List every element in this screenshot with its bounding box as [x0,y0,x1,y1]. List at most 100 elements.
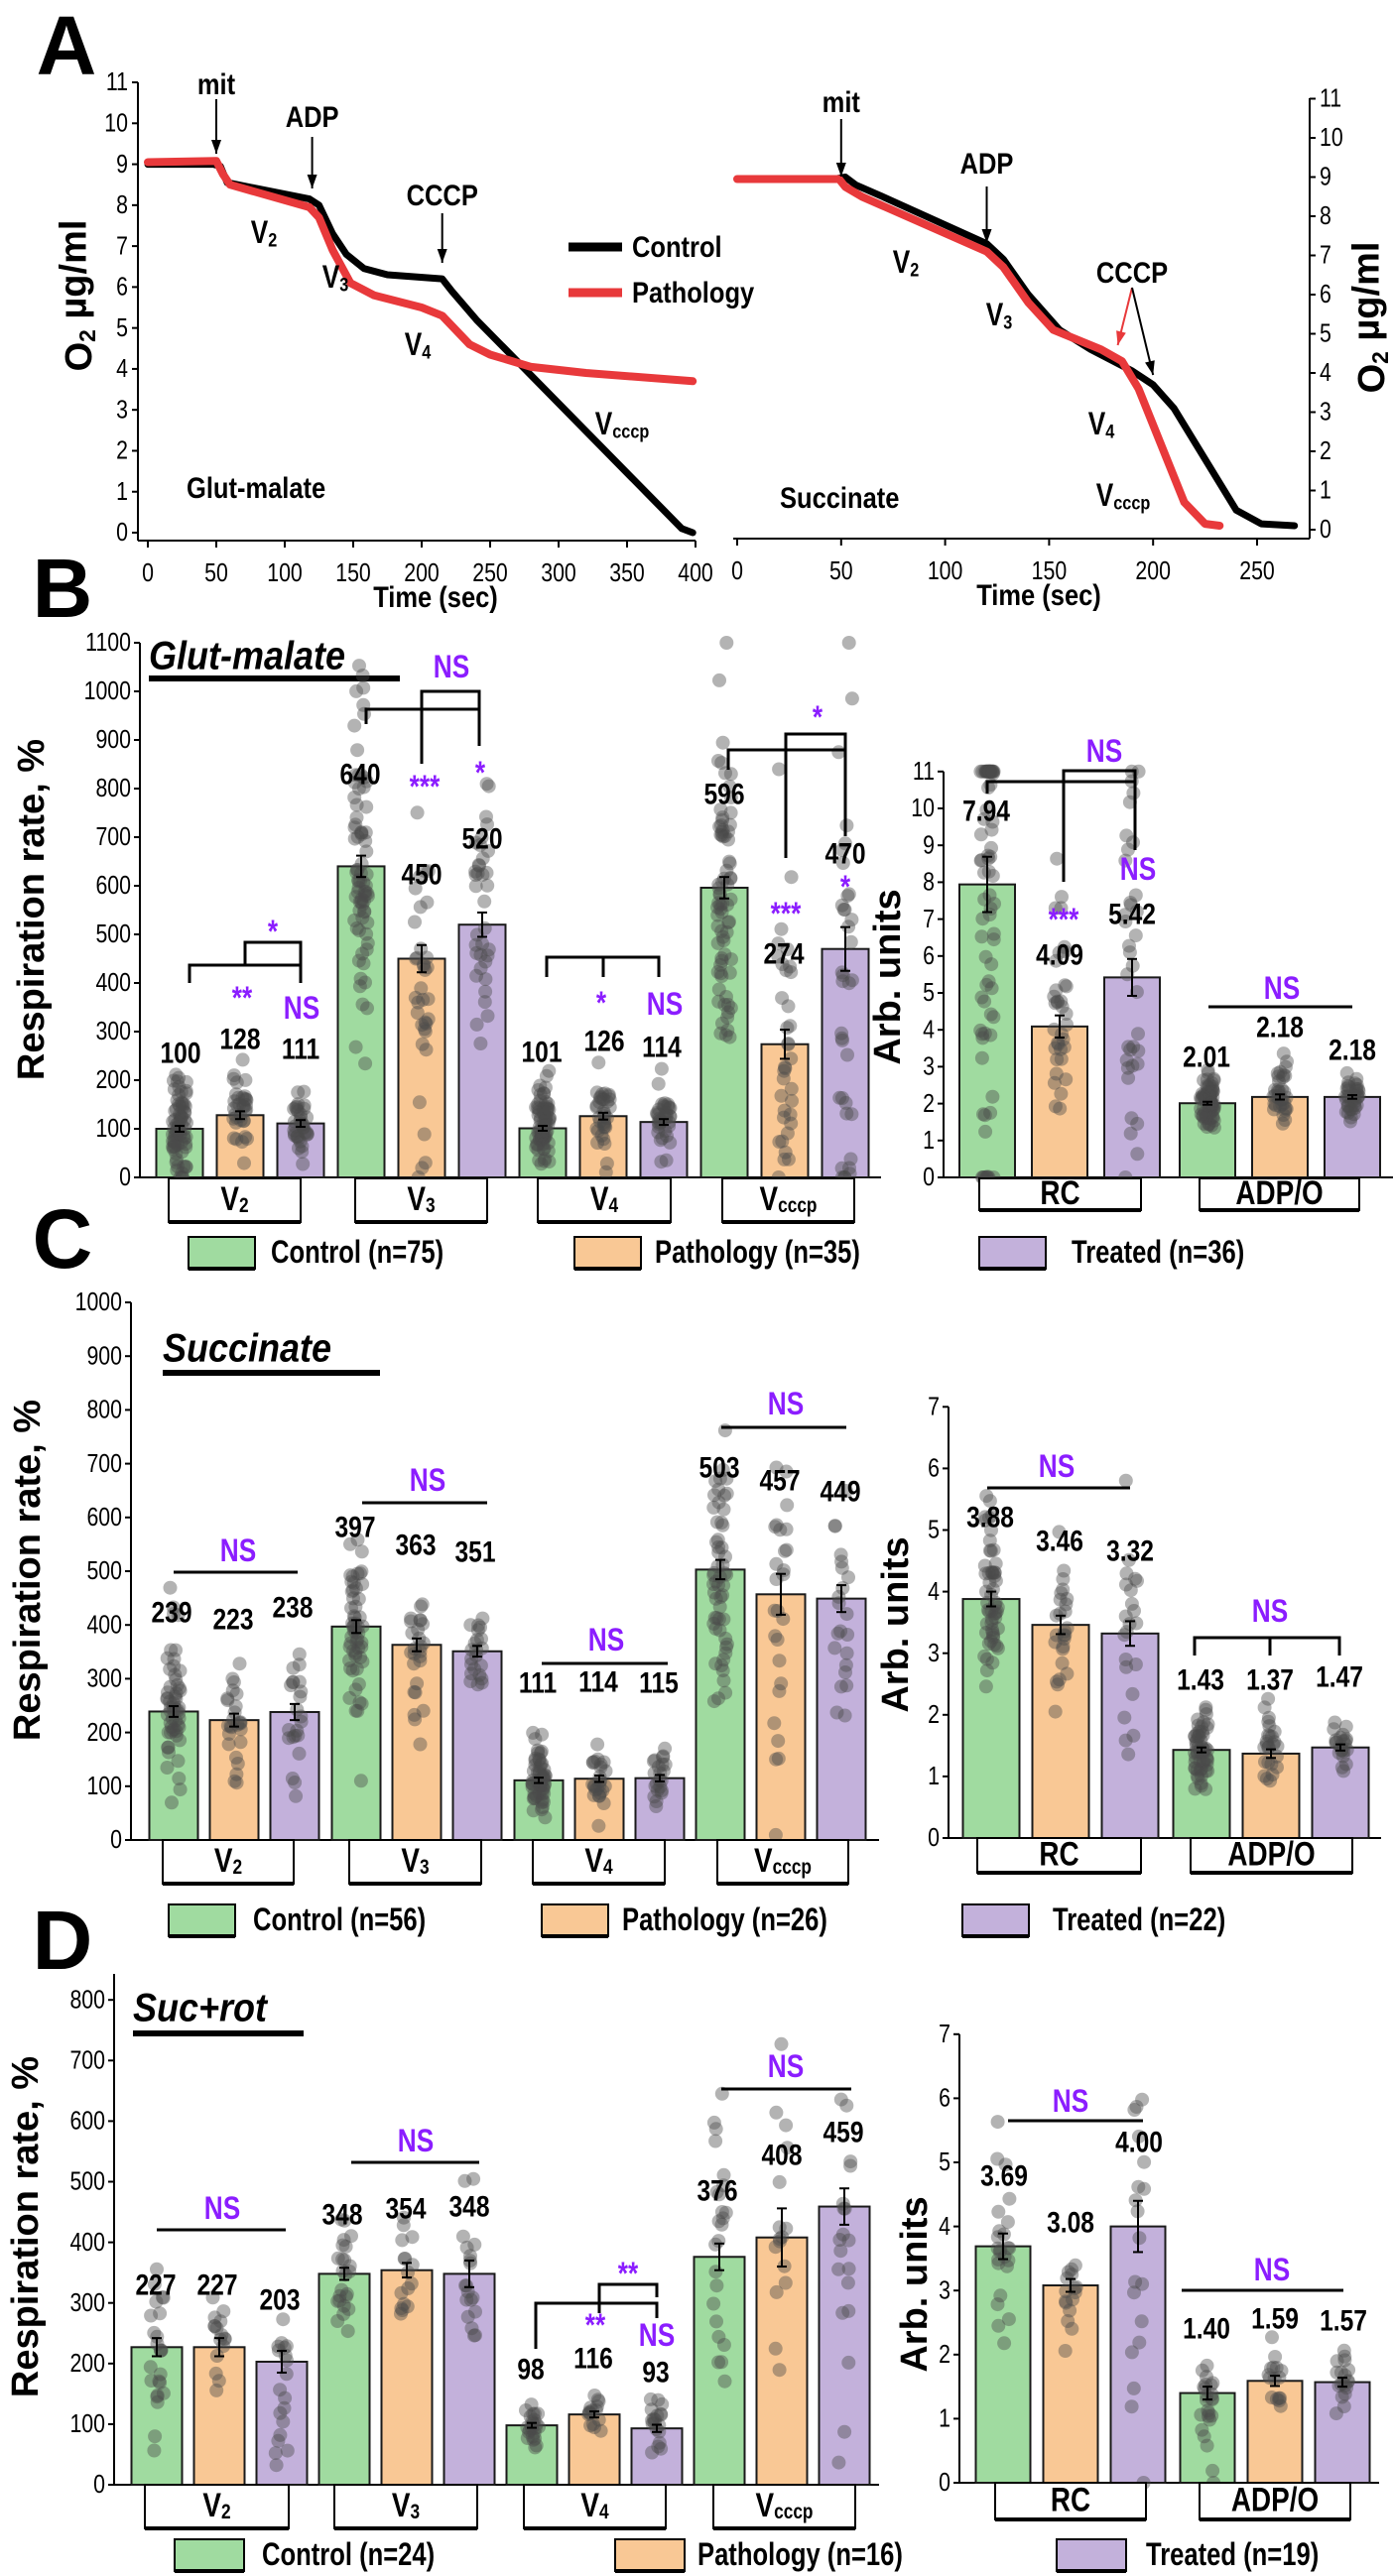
data-point [714,1658,729,1673]
data-point [273,2383,288,2397]
data-point [977,1649,992,1663]
value-label: 3.08 [1047,2205,1094,2239]
value-label: 3.88 [966,1500,1014,1533]
y-axis-label: Arb. units [894,2196,936,2372]
legend-swatch-pathology [573,1236,642,1270]
significance-bracket [597,2282,659,2313]
data-point [973,827,988,842]
data-point [527,1786,542,1801]
data-point [706,1565,721,1580]
data-point [1206,1120,1221,1135]
data-point [395,2233,410,2248]
data-point [1275,1097,1290,1112]
data-point [285,1772,300,1785]
data-point [347,791,362,804]
data-point [589,1098,604,1113]
data-point [585,2416,600,2431]
group-label-box [348,1839,482,1885]
data-point [1199,1707,1213,1722]
legend-label-pathology: Pathology (n=35) [655,1235,860,1270]
data-point [351,782,366,796]
data-point [352,923,366,937]
data-point [295,1145,310,1160]
data-point [583,2418,598,2433]
data-point [655,1097,670,1112]
data-point [984,764,998,779]
data-point [291,1097,306,1112]
data-point [284,1678,299,1692]
data-point [837,1708,852,1723]
data-point [529,2438,544,2453]
data-point [988,1610,1003,1625]
data-point [169,1155,184,1169]
data-point [1130,1056,1145,1071]
data-point [226,1675,241,1689]
data-point [978,1566,993,1581]
data-point [356,956,371,971]
value-label: 111 [282,1032,319,1065]
x-tick-label: 0 [142,558,154,588]
data-point [169,1691,184,1706]
data-point [1261,2368,1276,2383]
data-point [535,1799,550,1814]
data-point [716,1653,731,1667]
data-point [1051,995,1065,1010]
data-point [706,1500,721,1515]
data-point [722,856,737,871]
data-point [597,1086,612,1101]
data-point [1132,2335,1147,2350]
data-point [286,1660,301,1675]
data-point [1059,1597,1074,1612]
data-point [984,1565,999,1579]
bar-pathology [1031,1624,1090,1840]
y-tick-label: 10 [911,794,935,823]
bar-control [505,2424,559,2487]
data-point [533,1078,548,1093]
y-tick-label: 0 [928,1823,940,1853]
data-point [1122,795,1137,809]
data-point [1347,1100,1362,1115]
data-point [353,1651,368,1665]
data-point [288,1119,303,1134]
data-point [1196,1756,1210,1771]
bar-control [1172,1749,1231,1840]
data-point [1201,2403,1215,2418]
data-point [1057,1632,1072,1647]
data-point [715,1518,730,1533]
data-point [831,2262,846,2276]
significance-label: NS [410,1464,445,1499]
data-point [1119,1659,1134,1674]
data-point [719,1640,733,1655]
data-point [542,1063,557,1078]
data-point [170,1138,185,1153]
bar-control [513,1779,565,1842]
data-point [600,1094,615,1109]
data-point [354,1564,369,1579]
data-point [1124,2345,1139,2360]
phase-label-subscript: cccp [612,421,649,442]
data-point [525,1777,540,1791]
data-point [722,780,737,794]
data-point [842,1161,856,1175]
data-point [1200,2370,1213,2385]
y-tick-label: 0 [110,1825,122,1855]
data-point [592,1788,607,1803]
data-point [1118,1733,1133,1748]
arrow-mit-head [835,163,846,177]
data-point [277,2400,292,2415]
data-point [1050,994,1065,1009]
data-point [1192,1729,1206,1743]
data-point [179,1086,193,1101]
bar-treated [639,1121,689,1179]
data-point [172,1681,187,1695]
significance-label: *** [410,771,441,805]
y-tick-label: 5 [939,2147,950,2177]
data-point [593,1774,608,1788]
significance-label: NS [220,1534,256,1569]
data-point [1197,2429,1211,2444]
data-point [714,1516,729,1531]
data-point [1273,1064,1288,1079]
data-point [463,2292,478,2307]
